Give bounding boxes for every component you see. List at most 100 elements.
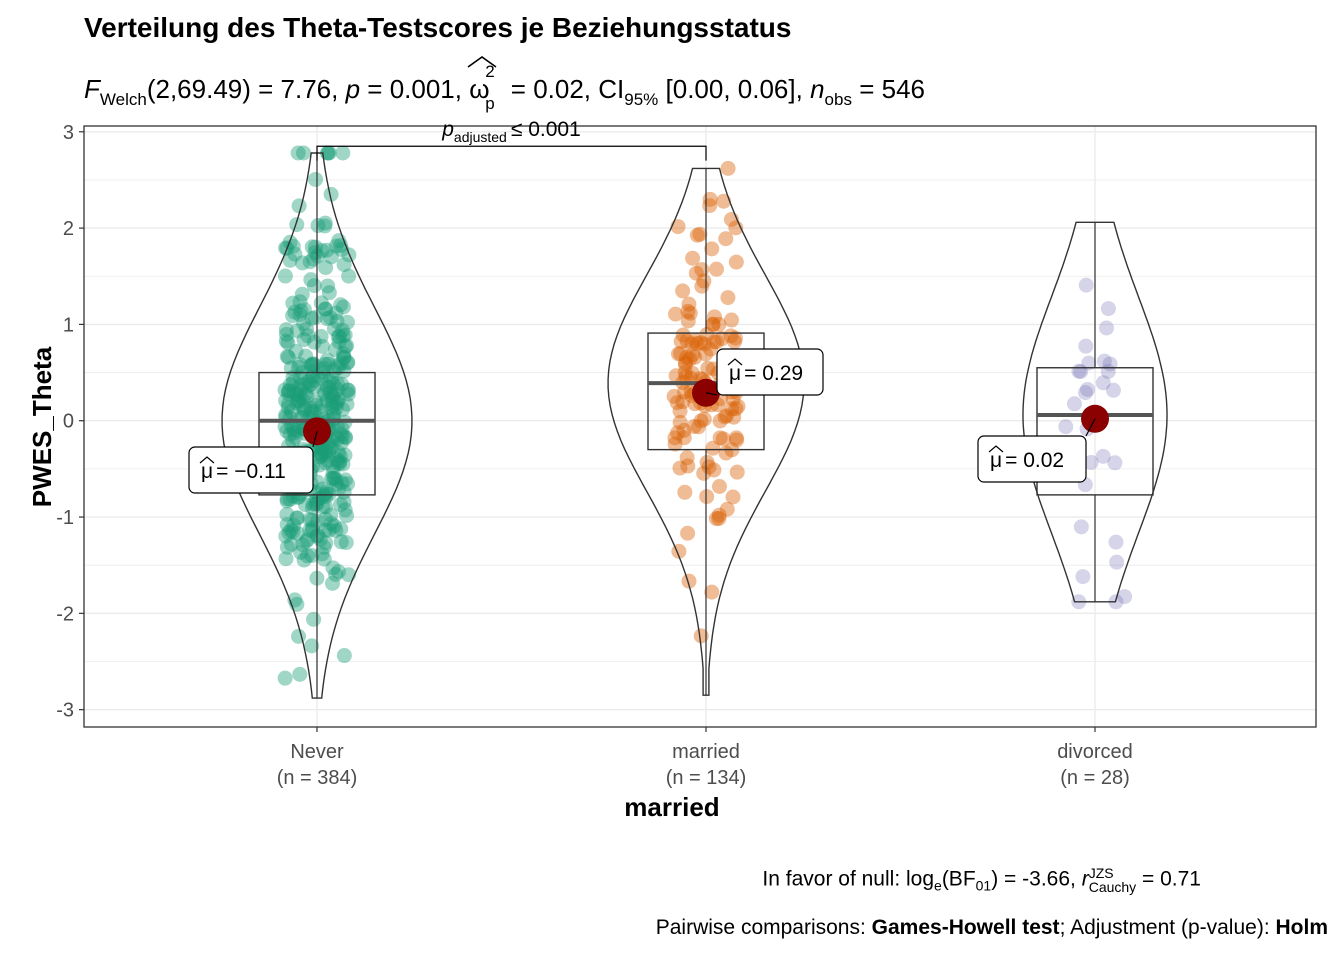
data-point xyxy=(297,401,313,417)
data-point xyxy=(307,239,323,255)
data-point xyxy=(335,328,351,344)
data-point xyxy=(1073,519,1089,535)
data-point xyxy=(1107,455,1123,471)
data-point xyxy=(292,666,308,682)
data-point xyxy=(316,539,332,555)
data-point xyxy=(294,397,310,413)
data-point xyxy=(687,333,703,349)
data-point xyxy=(341,382,357,398)
data-point xyxy=(325,560,341,576)
data-point xyxy=(336,363,352,379)
data-point xyxy=(306,611,322,627)
data-point xyxy=(330,360,346,376)
data-point xyxy=(330,564,346,580)
data-point xyxy=(296,316,312,332)
data-point xyxy=(681,573,697,589)
data-point xyxy=(723,328,739,344)
data-point xyxy=(711,510,727,526)
data-point xyxy=(305,520,321,536)
data-point xyxy=(289,386,305,402)
data-point xyxy=(325,459,341,475)
data-point xyxy=(279,493,295,509)
data-point xyxy=(672,414,688,430)
data-point xyxy=(289,510,305,526)
data-point xyxy=(293,303,309,319)
label-leader xyxy=(312,431,318,448)
data-point xyxy=(318,260,334,276)
data-point xyxy=(329,476,345,492)
data-point xyxy=(339,396,355,412)
data-point xyxy=(668,306,684,322)
data-point xyxy=(333,426,349,442)
data-point xyxy=(296,301,312,317)
data-point xyxy=(304,512,320,528)
data-point xyxy=(320,278,336,294)
data-point xyxy=(317,215,333,231)
data-point xyxy=(321,285,337,301)
data-point xyxy=(720,290,736,306)
data-point xyxy=(332,454,348,470)
data-point xyxy=(283,536,299,552)
data-point xyxy=(316,361,332,377)
label-leader xyxy=(1085,418,1096,437)
data-point xyxy=(283,522,299,538)
data-point xyxy=(333,435,349,451)
data-point xyxy=(727,330,743,346)
data-point xyxy=(334,376,350,392)
data-point xyxy=(339,508,355,524)
data-point xyxy=(291,198,307,214)
data-point xyxy=(289,217,305,233)
data-point xyxy=(336,484,352,500)
data-point xyxy=(704,584,720,600)
data-point xyxy=(328,305,344,321)
data-point xyxy=(730,398,746,414)
data-point xyxy=(323,516,339,532)
data-point xyxy=(677,364,693,380)
data-point xyxy=(709,334,725,350)
data-point xyxy=(685,250,701,266)
data-point xyxy=(324,371,340,387)
data-point xyxy=(314,448,330,464)
data-point xyxy=(311,457,327,473)
data-point xyxy=(290,419,306,435)
data-point xyxy=(279,348,295,364)
data-point xyxy=(277,268,293,284)
data-point xyxy=(290,393,306,409)
data-point xyxy=(317,386,333,402)
data-point xyxy=(679,333,695,349)
data-point xyxy=(319,392,335,408)
data-point xyxy=(325,470,341,486)
data-point xyxy=(289,386,305,402)
y-axis-ticks: -3 -2 -1 0 1 2 3 xyxy=(56,122,84,722)
data-point xyxy=(1080,381,1096,397)
data-point xyxy=(701,459,717,475)
data-point xyxy=(330,455,346,471)
data-point xyxy=(321,379,337,395)
panel-border xyxy=(83,125,1317,728)
data-point xyxy=(699,454,715,470)
data-point xyxy=(332,448,348,464)
data-point xyxy=(280,386,296,402)
data-point xyxy=(723,312,739,328)
data-point xyxy=(280,399,296,415)
data-point xyxy=(666,388,682,404)
data-point xyxy=(323,507,339,523)
data-point xyxy=(692,226,708,242)
data-point xyxy=(278,551,294,567)
data-point xyxy=(724,401,740,417)
data-point xyxy=(729,464,745,480)
data-point xyxy=(277,418,293,434)
data-point xyxy=(686,418,702,434)
data-point xyxy=(678,350,694,366)
y-axis-title: PWES_Theta xyxy=(27,346,57,508)
data-point xyxy=(1081,355,1097,371)
data-point xyxy=(334,428,350,444)
data-point xyxy=(333,521,349,537)
data-point xyxy=(1109,554,1125,570)
data-point xyxy=(326,363,342,379)
data-point xyxy=(330,444,346,460)
